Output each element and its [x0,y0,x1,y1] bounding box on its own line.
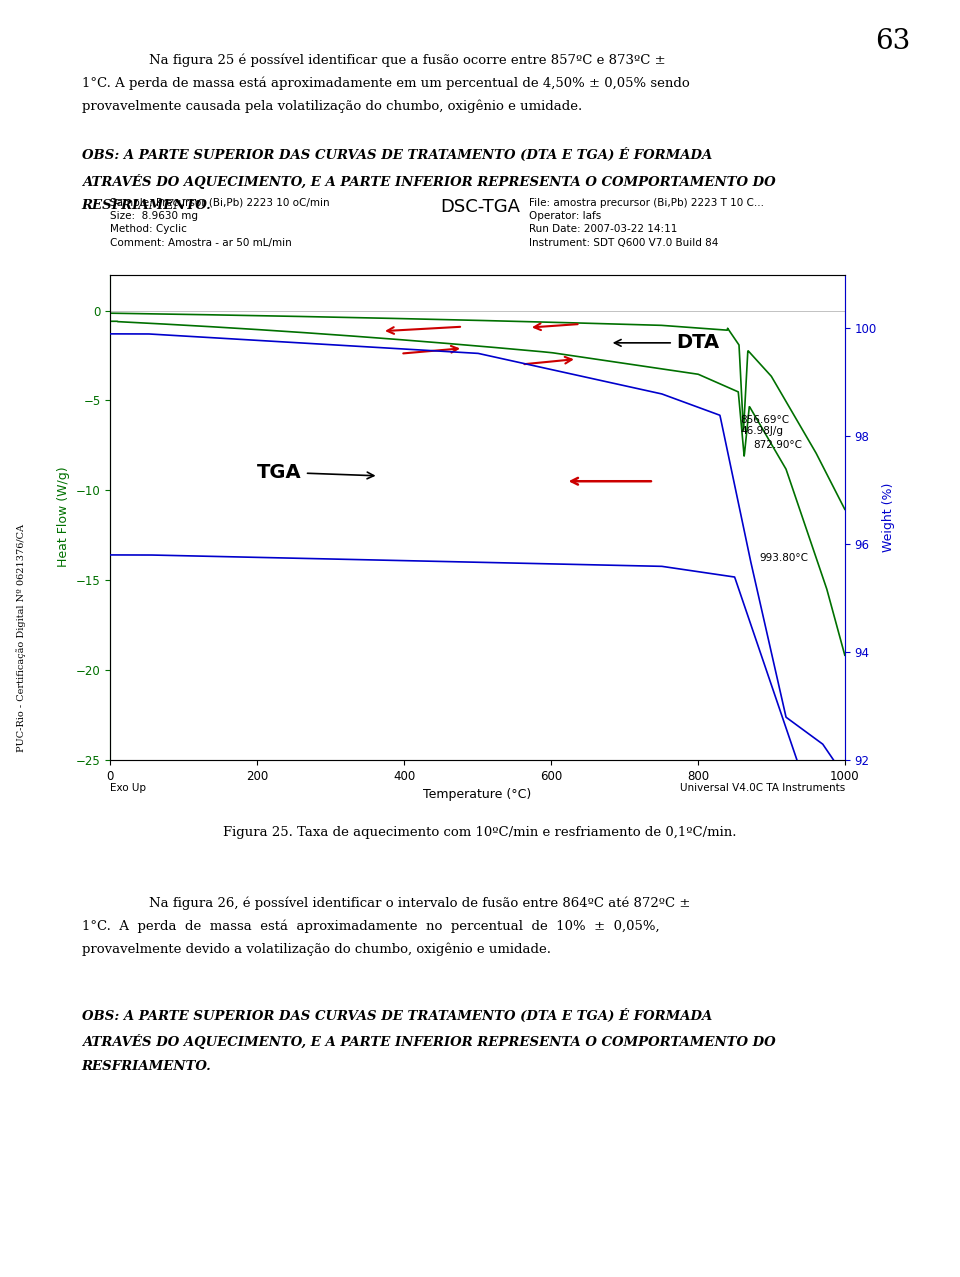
Text: ATRAVÉS DO AQUECIMENTO, E A PARTE INFERIOR REPRESENTA O COMPORTAMENTO DO: ATRAVÉS DO AQUECIMENTO, E A PARTE INFERI… [82,174,776,189]
Text: Na figura 25 é possível identificar que a fusão ocorre entre 857ºC e 873ºC ±: Na figura 25 é possível identificar que … [149,54,665,68]
Text: Universal V4.0C TA Instruments: Universal V4.0C TA Instruments [680,783,845,793]
X-axis label: Temperature (°C): Temperature (°C) [423,788,532,801]
Text: RESFRIAMENTO.: RESFRIAMENTO. [82,1060,211,1073]
Text: provavelmente devido a volatilização do chumbo, oxigênio e umidade.: provavelmente devido a volatilização do … [82,942,551,956]
Text: DSC-TGA: DSC-TGA [440,198,520,216]
Text: 856.69°C
46.98J/g: 856.69°C 46.98J/g [740,415,790,437]
Text: RESFRIAMENTO.: RESFRIAMENTO. [82,199,211,212]
Text: 1°C. A perda de massa está aproximadamente em um percentual de 4,50% ± 0,05% sen: 1°C. A perda de massa está aproximadamen… [82,77,689,91]
Text: Exo Up: Exo Up [110,783,146,793]
Text: 993.80°C: 993.80°C [758,553,808,563]
Text: 872.90°C: 872.90°C [754,439,803,450]
Text: TGA: TGA [257,462,373,481]
Text: OBS: A PARTE SUPERIOR DAS CURVAS DE TRATAMENTO (DTA E TGA) É FORMADA: OBS: A PARTE SUPERIOR DAS CURVAS DE TRAT… [82,148,712,162]
Text: PUC-Rio - Certificação Digital Nº 0621376/CA: PUC-Rio - Certificação Digital Nº 062137… [16,525,26,752]
Text: 63: 63 [876,28,910,55]
Text: File: amostra precursor (Bi,Pb) 2223 T 10 C...
Operator: lafs
Run Date: 2007-03-: File: amostra precursor (Bi,Pb) 2223 T 1… [529,198,764,248]
Text: Figura 25. Taxa de aquecimento com 10ºC/min e resfriamento de 0,1ºC/min.: Figura 25. Taxa de aquecimento com 10ºC/… [224,826,736,839]
Y-axis label: Weight (%): Weight (%) [882,483,896,552]
Text: provavelmente causada pela volatilização do chumbo, oxigênio e umidade.: provavelmente causada pela volatilização… [82,100,582,114]
Text: 1°C.  A  perda  de  massa  está  aproximadamente  no  percentual  de  10%  ±  0,: 1°C. A perda de massa está aproximadamen… [82,919,660,933]
Text: OBS: A PARTE SUPERIOR DAS CURVAS DE TRATAMENTO (DTA E TGA) É FORMADA: OBS: A PARTE SUPERIOR DAS CURVAS DE TRAT… [82,1009,712,1023]
Text: ATRAVÉS DO AQUECIMENTO, E A PARTE INFERIOR REPRESENTA O COMPORTAMENTO DO: ATRAVÉS DO AQUECIMENTO, E A PARTE INFERI… [82,1034,776,1050]
Y-axis label: Heat Flow (W/g): Heat Flow (W/g) [58,467,70,567]
Text: DTA: DTA [614,333,719,352]
Text: Na figura 26, é possível identificar o intervalo de fusão entre 864ºC até 872ºC : Na figura 26, é possível identificar o i… [149,896,690,911]
Text: Sample: Precursor (Bi,Pb) 2223 10 oC/min
Size:  8.9630 mg
Method: Cyclic
Comment: Sample: Precursor (Bi,Pb) 2223 10 oC/min… [110,198,330,248]
